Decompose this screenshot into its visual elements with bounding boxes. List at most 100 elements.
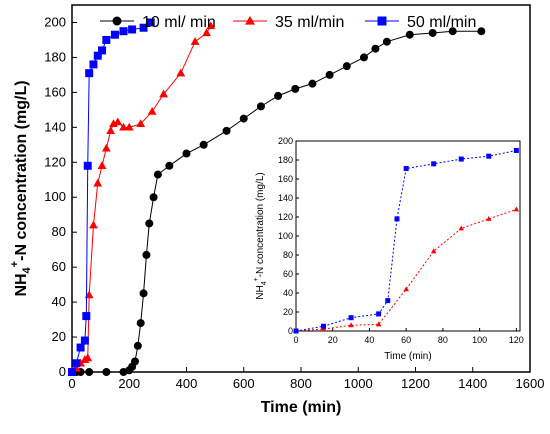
- legend-item-10-ml-min: 10 ml/ min: [100, 14, 216, 31]
- main-data-point: [119, 122, 128, 131]
- inset-data-point: [321, 323, 327, 329]
- main-x-tick-label: 600: [233, 376, 255, 391]
- inset-data-point: [394, 216, 400, 222]
- inset-x-tick-label: 0: [293, 335, 298, 345]
- inset-data-point: [348, 322, 354, 328]
- main-data-point: [113, 117, 123, 126]
- inset-y-tick-label: 140: [278, 193, 293, 203]
- main-data-point: [136, 319, 145, 328]
- main-data-point: [149, 193, 158, 202]
- main-data-point: [68, 368, 76, 376]
- main-y-tick-label: 20: [52, 329, 66, 344]
- main-y-axis-title: NH4+-N concentration (mg/L): [9, 80, 33, 296]
- main-data-point: [176, 68, 186, 77]
- main-data-point: [110, 30, 119, 39]
- main-data-point: [128, 25, 137, 34]
- inset-data-point: [513, 148, 519, 153]
- main-data-point: [82, 312, 91, 321]
- main-data-point: [139, 289, 148, 298]
- main-data-point: [147, 107, 157, 115]
- main-y-tick-label: 0: [59, 364, 66, 379]
- inset-y-tick-label: 120: [278, 212, 293, 222]
- main-data-point: [308, 79, 317, 88]
- legend-marker: [377, 16, 387, 26]
- inset-y-tick-label: 60: [283, 269, 293, 279]
- main-data-point: [190, 37, 200, 45]
- legend-item-35-ml-min: 35 ml/min: [233, 14, 344, 31]
- main-data-point: [139, 23, 148, 32]
- inset-data-point: [486, 216, 492, 221]
- main-data-point: [85, 69, 94, 78]
- main-data-point: [124, 122, 134, 131]
- main-data-point: [146, 18, 155, 27]
- legend-label: 50 ml/min: [407, 14, 476, 31]
- main-data-point: [136, 119, 146, 128]
- main-data-point: [119, 27, 128, 36]
- main-data-point: [76, 343, 85, 352]
- inset-x-tick-label: 40: [364, 335, 374, 345]
- inset-plot: 0 20 40 60 80 100 120 0 20 40 60 80 100 120 140 160 180 2…: [253, 136, 524, 362]
- main-x-tick-label: 200: [118, 376, 140, 391]
- main-data-point: [101, 143, 111, 152]
- inset-x-tick-label: 80: [438, 335, 448, 345]
- main-x-tick-label: 0: [68, 376, 75, 391]
- main-data-point: [182, 149, 191, 158]
- inset-data-point: [458, 225, 464, 231]
- main-data-point: [165, 161, 174, 170]
- main-data-point: [428, 28, 437, 37]
- main-y-tick-label: 100: [44, 189, 66, 204]
- main-data-point: [448, 27, 457, 36]
- main-x-tick-label: 1400: [458, 376, 487, 391]
- main-data-point: [80, 336, 89, 345]
- inset-data-point: [348, 315, 354, 321]
- main-data-point: [106, 126, 116, 135]
- main-y-tick-label: 140: [44, 119, 66, 134]
- inset-y-tick-label: 100: [278, 231, 293, 241]
- main-data-point: [202, 28, 211, 37]
- inset-data-point: [458, 156, 464, 162]
- main-y-tick-label: 160: [44, 84, 66, 99]
- main-data-point: [405, 30, 414, 39]
- main-x-tick-label: 800: [290, 376, 312, 391]
- main-data-point: [72, 359, 81, 368]
- inset-y-tick-label: 0: [288, 326, 293, 336]
- main-x-tick-label: 400: [176, 376, 198, 391]
- main-x-axis-title: Time (min): [261, 399, 342, 416]
- inset-series-line: [295, 208, 517, 332]
- inset-data-point: [375, 321, 382, 327]
- inset-y-axis-title: NH4+-N concentration (mg/L): [253, 172, 268, 300]
- main-data-point: [145, 219, 154, 228]
- inset-y-tick-label: 80: [283, 250, 293, 260]
- main-data-point: [153, 170, 162, 179]
- main-x-tick-label: 1600: [516, 376, 545, 391]
- inset-data-point: [385, 298, 391, 304]
- main-data-point: [85, 368, 94, 376]
- inset-y-tick-label: 200: [278, 136, 293, 146]
- main-data-point: [102, 368, 111, 376]
- inset-data-point: [513, 206, 520, 212]
- main-data-point: [477, 27, 486, 36]
- main-data-point: [97, 161, 107, 169]
- main-data-point: [83, 161, 92, 170]
- legend: 10 ml/ min 35 ml/min 50 ml/min: [100, 14, 476, 31]
- inset-x-tick-label: 120: [509, 335, 524, 345]
- main-y-tick-label: 200: [44, 14, 66, 29]
- inset-plot-frame: [295, 140, 521, 332]
- main-data-point: [142, 250, 151, 259]
- legend-label: 35 ml/min: [275, 14, 344, 31]
- main-series-10-ml-min: [68, 27, 486, 376]
- inset-data-point: [403, 286, 409, 292]
- inset-series-50-ml-min: [293, 148, 519, 334]
- inset-data-point: [431, 161, 437, 167]
- main-data-point: [342, 62, 351, 71]
- main-data-point: [222, 126, 231, 135]
- legend-marker: [112, 16, 122, 26]
- inset-x-tick-label: 20: [328, 335, 338, 345]
- inset-y-tick-label: 40: [283, 288, 293, 298]
- inset-y-tick-label: 160: [278, 174, 293, 184]
- main-data-point: [382, 37, 391, 46]
- main-data-point: [359, 53, 368, 62]
- inset-x-axis-title: Time (min): [384, 351, 431, 362]
- main-data-point: [239, 114, 248, 123]
